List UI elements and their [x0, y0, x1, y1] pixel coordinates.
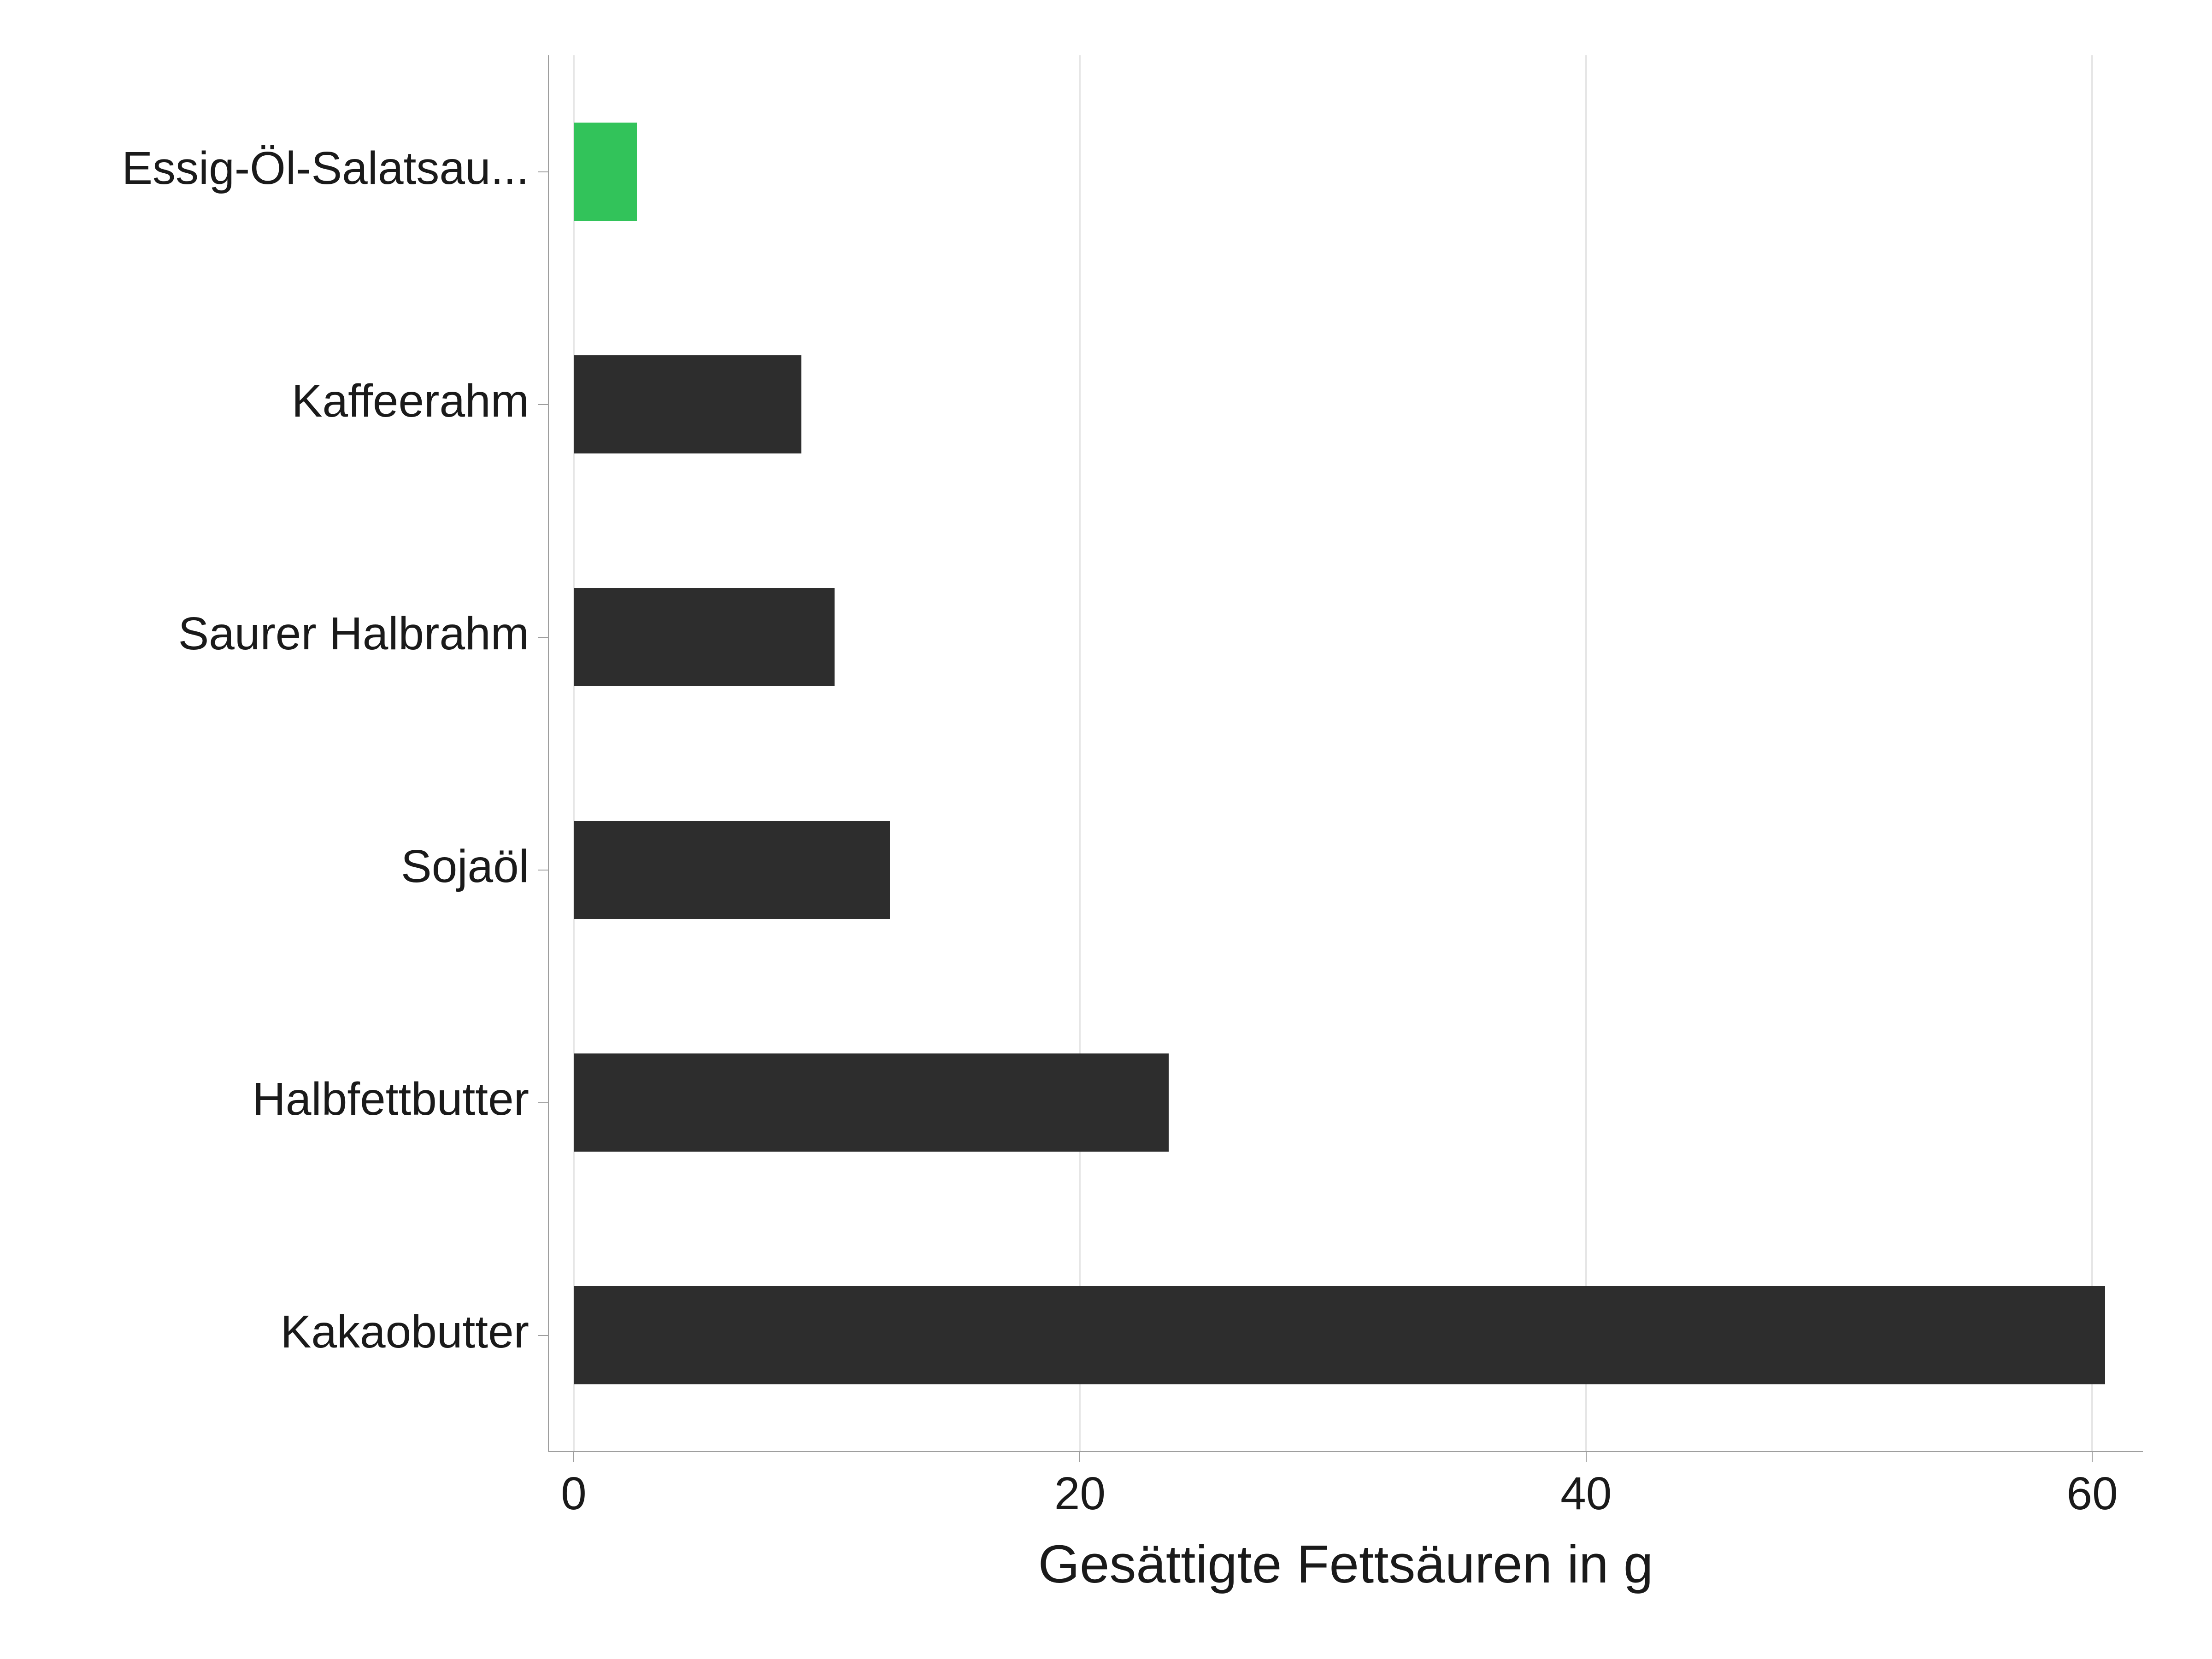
y-tick-mark: [538, 1335, 548, 1336]
x-tick-mark: [573, 1452, 574, 1462]
y-axis-line: [548, 55, 549, 1452]
x-tick-mark: [2092, 1452, 2093, 1462]
bar: [574, 355, 801, 453]
y-axis-label: Essig-Öl-Salatsau...: [122, 142, 529, 195]
bar: [574, 821, 890, 918]
x-axis-title: Gesättigte Fettsäuren in g: [548, 1533, 2143, 1595]
y-tick-mark: [538, 404, 548, 405]
bar: [574, 1053, 1169, 1151]
gridline: [2091, 55, 2093, 1452]
y-tick-mark: [538, 171, 548, 172]
x-tick-label: 0: [561, 1467, 587, 1520]
x-tick-label: 40: [1560, 1467, 1612, 1520]
y-axis-label: Saurer Halbrahm: [178, 607, 529, 660]
x-axis-line: [548, 1451, 2143, 1452]
y-tick-mark: [538, 1102, 548, 1103]
gridline: [573, 55, 575, 1452]
chart-container: Gesättigte Fettsäuren in g Essig-Öl-Sala…: [0, 0, 2212, 1659]
gridline: [1585, 55, 1587, 1452]
x-tick-mark: [1586, 1452, 1587, 1462]
bar: [574, 123, 637, 220]
y-axis-label: Sojaöl: [401, 840, 529, 893]
y-axis-label: Halbfettbutter: [253, 1073, 529, 1126]
plot-area: [548, 55, 2143, 1452]
y-axis-label: Kaffeerahm: [292, 375, 529, 428]
y-tick-mark: [538, 637, 548, 638]
y-tick-mark: [538, 870, 548, 871]
x-tick-mark: [1079, 1452, 1080, 1462]
x-tick-label: 20: [1054, 1467, 1106, 1520]
bar: [574, 588, 835, 686]
y-axis-label: Kakaobutter: [281, 1306, 529, 1359]
bar: [574, 1286, 2105, 1384]
x-tick-label: 60: [2067, 1467, 2118, 1520]
gridline: [1079, 55, 1081, 1452]
